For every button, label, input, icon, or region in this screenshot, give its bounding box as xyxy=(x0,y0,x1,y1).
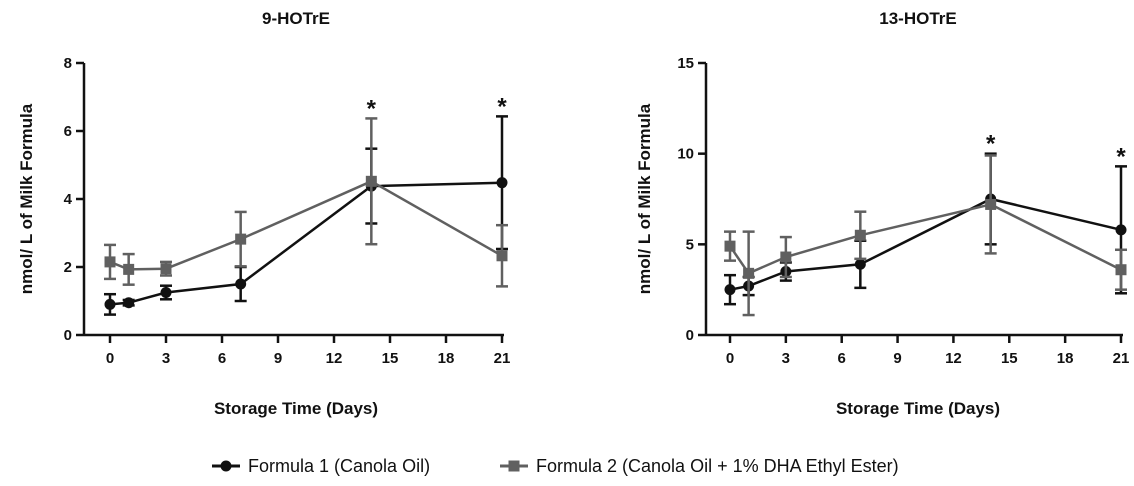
series-1 xyxy=(724,152,1127,306)
y-axis-label: nmol/ L of Milk Formula xyxy=(635,103,654,294)
series-2 xyxy=(724,154,1127,317)
x-tick-label: 12 xyxy=(945,350,962,367)
data-point xyxy=(743,267,755,279)
y-tick-label: 8 xyxy=(64,55,72,72)
x-axis-label: Storage Time (Days) xyxy=(836,399,1000,418)
y-tick-label: 0 xyxy=(64,327,72,344)
legend-marker-formula-1 xyxy=(220,460,232,472)
x-tick-label: 0 xyxy=(726,350,734,367)
data-point xyxy=(724,240,736,252)
x-tick-label: 21 xyxy=(1113,350,1130,367)
data-point xyxy=(496,250,508,262)
data-point xyxy=(780,251,792,263)
x-tick-label: 18 xyxy=(438,350,455,367)
x-tick-label: 3 xyxy=(162,350,170,367)
data-point xyxy=(724,284,736,296)
legend-label-formula-1: Formula 1 (Canola Oil) xyxy=(248,456,430,476)
data-point xyxy=(235,278,247,290)
x-tick-label: 9 xyxy=(274,350,282,367)
chart-13-hotre: 13-HOTrE 0 5 10 15 0 3 6 9 12 15 18 21 Storage Time (… xyxy=(635,9,1129,418)
legend-item-formula-2: Formula 2 (Canola Oil + 1% DHA Ethyl Est… xyxy=(500,456,899,476)
data-point xyxy=(104,256,116,268)
data-point xyxy=(1115,264,1127,276)
data-point xyxy=(160,263,172,275)
y-tick-label: 10 xyxy=(677,146,694,163)
chart-title: 9-HOTrE xyxy=(262,9,330,28)
y-tick-label: 4 xyxy=(64,191,73,208)
y-tick-label: 0 xyxy=(686,327,694,344)
data-point xyxy=(160,287,172,298)
chart-title: 13-HOTrE xyxy=(879,9,956,28)
data-point xyxy=(985,198,997,210)
x-tick-label: 9 xyxy=(893,350,901,367)
significance-star: * xyxy=(497,93,507,120)
legend: Formula 1 (Canola Oil) Formula 2 (Canola… xyxy=(212,456,899,476)
x-tick-label: 18 xyxy=(1057,350,1074,367)
data-point xyxy=(496,177,508,189)
x-tick-label: 6 xyxy=(838,350,846,367)
x-tick-label: 15 xyxy=(1001,350,1018,367)
legend-marker-formula-2 xyxy=(508,460,520,472)
series-2 xyxy=(104,117,508,288)
x-tick-label: 15 xyxy=(382,350,399,367)
data-point xyxy=(123,263,135,275)
data-point xyxy=(854,258,866,270)
data-point xyxy=(1115,224,1127,236)
significance-star: * xyxy=(986,131,996,158)
data-point xyxy=(123,297,135,309)
y-tick-label: 15 xyxy=(677,55,694,72)
x-axis-label: Storage Time (Days) xyxy=(214,399,378,418)
data-point xyxy=(104,298,116,310)
y-tick-label: 2 xyxy=(64,259,72,276)
series-1 xyxy=(104,115,508,316)
data-point xyxy=(235,233,247,245)
y-axis-label: nmol/ L of Milk Formula xyxy=(17,103,36,294)
y-tick-label: 6 xyxy=(64,123,72,140)
chart-9-hotre: 9-HOTrE 0 2 4 6 8 0 3 6 9 12 15 18 21 Storage Time (Da… xyxy=(17,9,510,418)
legend-label-formula-2: Formula 2 (Canola Oil + 1% DHA Ethyl Est… xyxy=(536,456,899,476)
significance-star: * xyxy=(1116,143,1126,170)
x-tick-label: 0 xyxy=(106,350,114,367)
x-tick-label: 21 xyxy=(494,350,511,367)
series-line xyxy=(109,179,503,271)
x-tick-label: 6 xyxy=(218,350,226,367)
x-tick-label: 12 xyxy=(326,350,343,367)
data-point xyxy=(365,175,377,187)
legend-item-formula-1: Formula 1 (Canola Oil) xyxy=(212,456,430,476)
x-tick-label: 3 xyxy=(782,350,790,367)
data-point xyxy=(854,229,866,241)
y-tick-label: 5 xyxy=(686,236,694,253)
significance-star: * xyxy=(367,95,377,122)
